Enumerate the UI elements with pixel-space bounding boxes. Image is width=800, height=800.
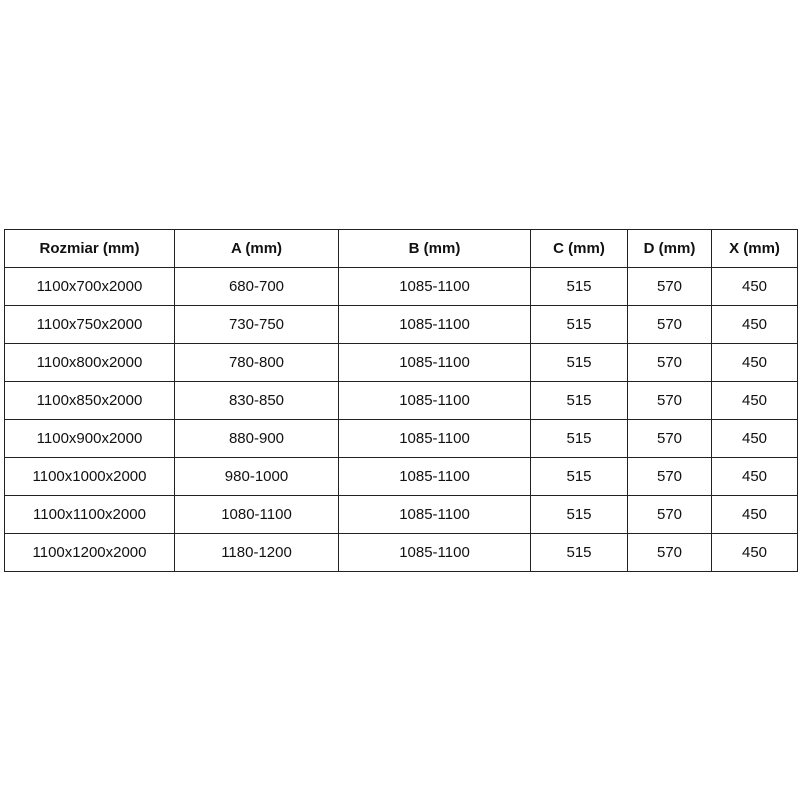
table-cell: 450: [711, 419, 798, 458]
table-cell: 570: [627, 533, 712, 572]
table-cell: 680-700: [174, 267, 339, 306]
table-cell: 1100x900x2000: [4, 419, 175, 458]
column-header: C (mm): [530, 229, 628, 268]
table-cell: 570: [627, 305, 712, 344]
table-cell: 1100x750x2000: [4, 305, 175, 344]
table-cell: 1180-1200: [174, 533, 339, 572]
table-cell: 515: [530, 343, 628, 382]
table-cell: 450: [711, 495, 798, 534]
table-cell: 1100x1100x2000: [4, 495, 175, 534]
table-cell: 515: [530, 305, 628, 344]
table-row: 1100x1000x2000 980-1000 1085-1100 515 570 450: [4, 457, 798, 496]
table-cell: 830-850: [174, 381, 339, 420]
table-cell: 1085-1100: [338, 381, 531, 420]
table-cell: 515: [530, 495, 628, 534]
column-header: B (mm): [338, 229, 531, 268]
table-cell: 1100x700x2000: [4, 267, 175, 306]
table-row: 1100x700x2000 680-700 1085-1100 515 570 450: [4, 267, 798, 306]
table-cell: 515: [530, 267, 628, 306]
table-cell: 1085-1100: [338, 305, 531, 344]
table-cell: 450: [711, 533, 798, 572]
table-cell: 1085-1100: [338, 457, 531, 496]
table-row: 1100x750x2000 730-750 1085-1100 515 570 450: [4, 305, 798, 344]
table-cell: 730-750: [174, 305, 339, 344]
table-cell: 450: [711, 381, 798, 420]
table-cell: 1085-1100: [338, 495, 531, 534]
table-cell: 1085-1100: [338, 343, 531, 382]
table-cell: 570: [627, 495, 712, 534]
table-row: 1100x800x2000 780-800 1085-1100 515 570 450: [4, 343, 798, 382]
table-cell: 570: [627, 267, 712, 306]
table-cell: 450: [711, 305, 798, 344]
header-row: Rozmiar (mm) A (mm) B (mm) C (mm) D (mm) X (m…: [4, 229, 798, 268]
dimensions-table: Rozmiar (mm) A (mm) B (mm) C (mm) D (mm) X (m…: [4, 229, 798, 572]
table-row: 1100x1100x2000 1080-1100 1085-1100 515 570 45…: [4, 495, 798, 534]
table-cell: 980-1000: [174, 457, 339, 496]
table-cell: 1085-1100: [338, 419, 531, 458]
table-cell: 1085-1100: [338, 533, 531, 572]
table-row: 1100x850x2000 830-850 1085-1100 515 570 450: [4, 381, 798, 420]
column-header: D (mm): [627, 229, 712, 268]
table-cell: 780-800: [174, 343, 339, 382]
table-row: 1100x900x2000 880-900 1085-1100 515 570 450: [4, 419, 798, 458]
table-cell: 515: [530, 419, 628, 458]
column-header: A (mm): [174, 229, 339, 268]
table-cell: 570: [627, 419, 712, 458]
table-cell: 1100x1000x2000: [4, 457, 175, 496]
table-cell: 450: [711, 457, 798, 496]
table-cell: 1080-1100: [174, 495, 339, 534]
table-cell: 450: [711, 343, 798, 382]
table-cell: 450: [711, 267, 798, 306]
table-row: 1100x1200x2000 1180-1200 1085-1100 515 570 45…: [4, 533, 798, 572]
table-cell: 1100x800x2000: [4, 343, 175, 382]
table-cell: 570: [627, 457, 712, 496]
table-cell: 570: [627, 343, 712, 382]
table-cell: 1085-1100: [338, 267, 531, 306]
table-cell: 515: [530, 457, 628, 496]
table-cell: 1100x1200x2000: [4, 533, 175, 572]
table-cell: 880-900: [174, 419, 339, 458]
table-cell: 515: [530, 381, 628, 420]
table-cell: 1100x850x2000: [4, 381, 175, 420]
table-cell: 570: [627, 381, 712, 420]
table-cell: 515: [530, 533, 628, 572]
column-header: X (mm): [711, 229, 798, 268]
column-header: Rozmiar (mm): [4, 229, 175, 268]
